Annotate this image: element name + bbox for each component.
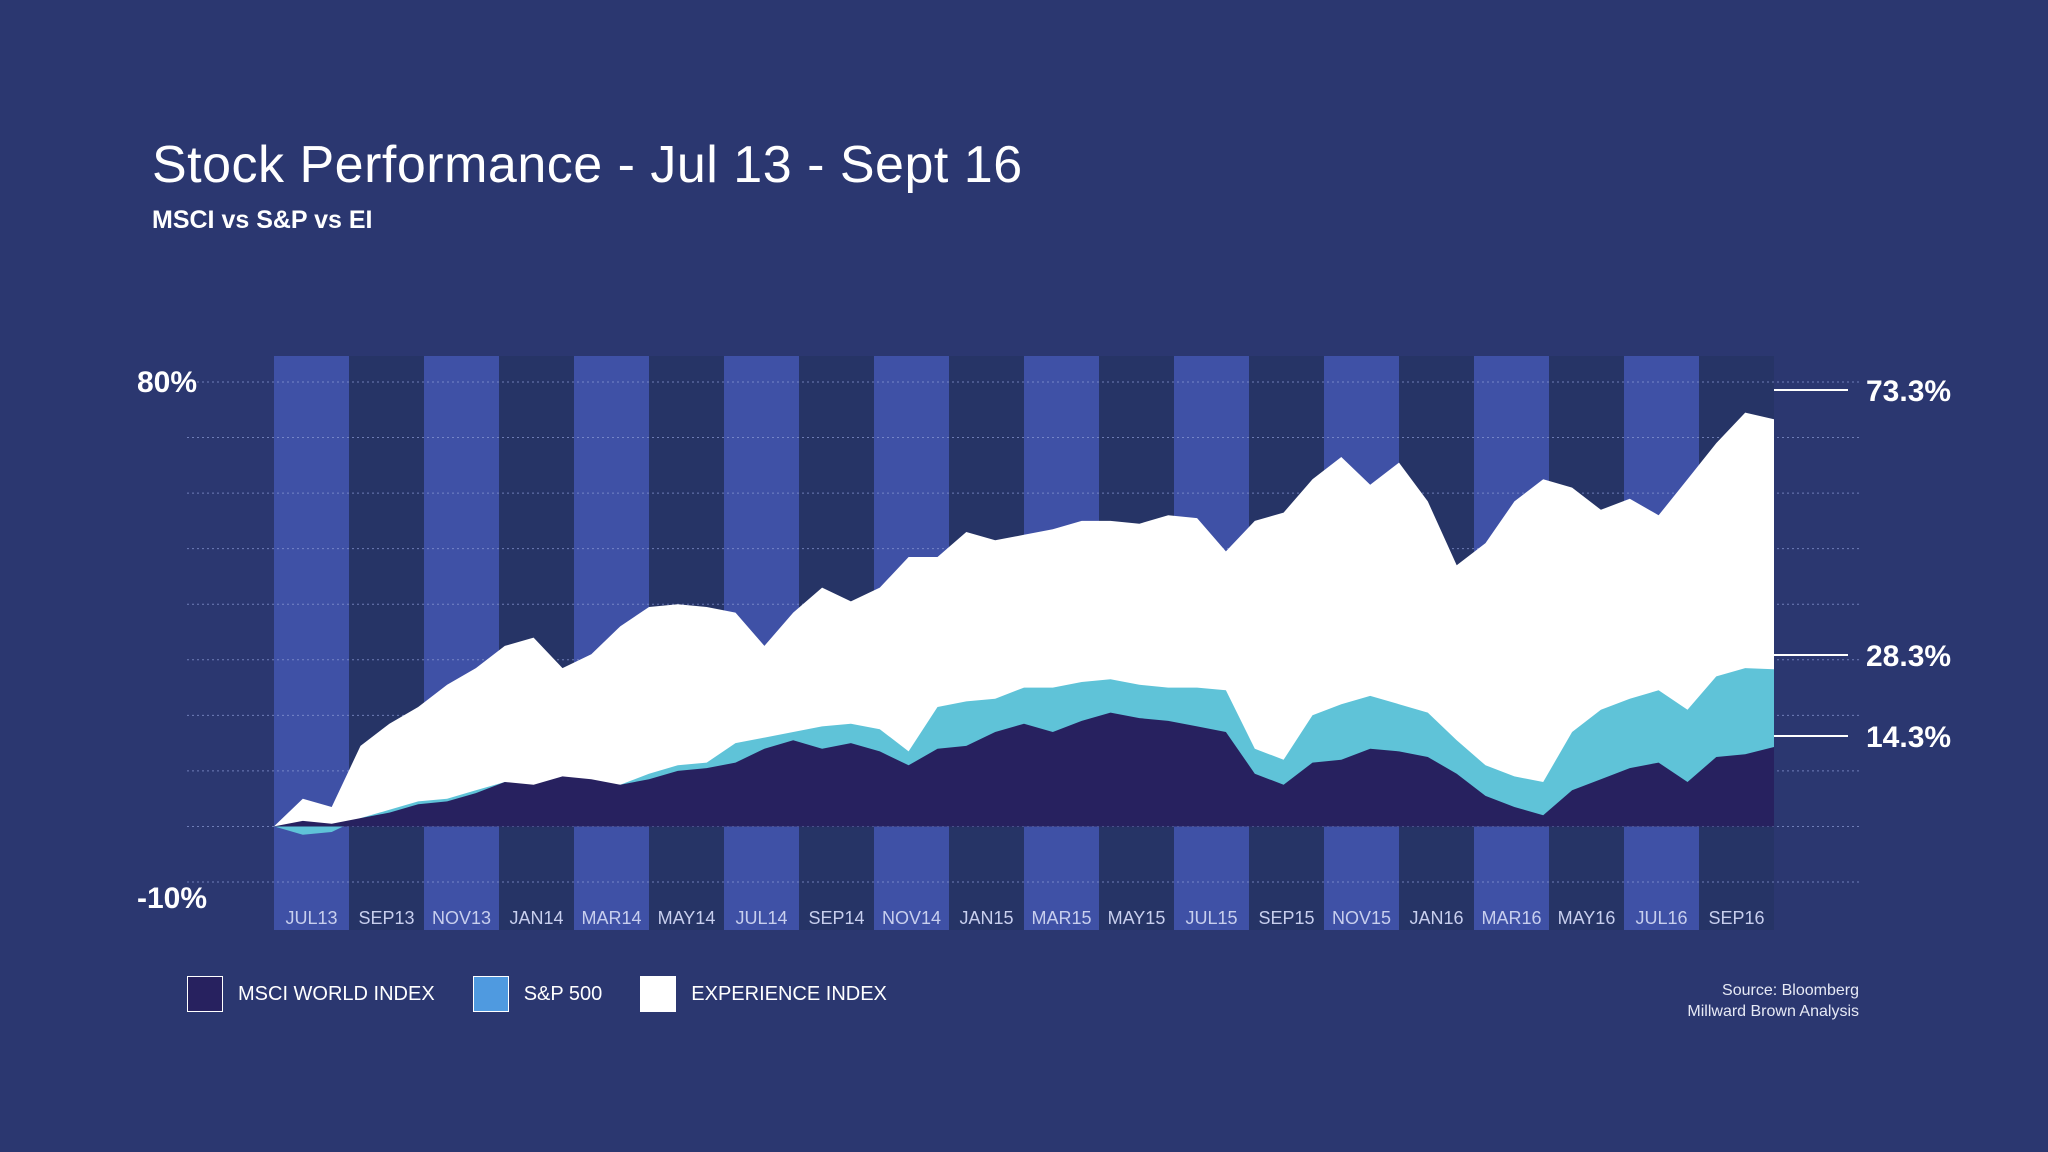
legend-label-experience: EXPERIENCE INDEX — [691, 982, 887, 1005]
x-tick-label: SEP13 — [358, 908, 414, 928]
y-tick-label-top: 80% — [137, 366, 197, 399]
chart-subtitle: MSCI vs S&P vs EI — [152, 206, 373, 234]
source-line-2: Millward Brown Analysis — [1687, 1003, 1859, 1020]
legend-swatch-experience — [640, 976, 677, 1012]
legend-label-msci: MSCI WORLD INDEX — [238, 982, 435, 1005]
x-tick-label: NOV13 — [432, 908, 491, 928]
chart-title: Stock Performance - Jul 13 - Sept 16 — [152, 136, 1023, 194]
x-tick-label: JUL14 — [735, 908, 787, 928]
x-tick-label: JAN16 — [1409, 908, 1463, 928]
end-label: 73.3% — [1866, 375, 1951, 408]
legend-item-sp500: S&P 500 — [472, 976, 603, 1012]
x-tick-label: MAR16 — [1481, 908, 1541, 928]
x-tick-label: JAN14 — [509, 908, 563, 928]
x-tick-label: MAY16 — [1558, 908, 1616, 928]
x-tick-label: JUL15 — [1185, 908, 1237, 928]
end-label: 28.3% — [1866, 640, 1951, 673]
legend-label-sp500: S&P 500 — [523, 982, 603, 1005]
chart-legend: MSCI WORLD INDEX S&P 500 EXPERIENCE INDE… — [187, 976, 925, 1012]
x-tick-label: MAR15 — [1031, 908, 1091, 928]
column-band — [424, 356, 499, 930]
x-tick-label: JUL13 — [285, 908, 337, 928]
column-band — [274, 356, 349, 930]
x-tick-label: MAY15 — [1108, 908, 1166, 928]
x-tick-label: SEP16 — [1708, 908, 1764, 928]
source-line-1: Source: Bloomberg — [1722, 982, 1859, 999]
x-tick-label: MAY14 — [658, 908, 716, 928]
y-tick-label-bottom: -10% — [137, 882, 207, 915]
x-tick-label: NOV15 — [1332, 908, 1391, 928]
x-tick-label: SEP15 — [1258, 908, 1314, 928]
x-tick-label: SEP14 — [808, 908, 864, 928]
legend-item-experience: EXPERIENCE INDEX — [640, 976, 887, 1012]
x-tick-label: MAR14 — [581, 908, 641, 928]
x-tick-label: JAN15 — [959, 908, 1013, 928]
x-tick-label: NOV14 — [882, 908, 941, 928]
legend-swatch-sp500 — [472, 976, 509, 1012]
source-note: Source: Bloomberg Millward Brown Analysi… — [1687, 980, 1859, 1022]
legend-item-msci: MSCI WORLD INDEX — [187, 976, 435, 1012]
legend-swatch-msci — [187, 976, 223, 1012]
x-tick-label: JUL16 — [1635, 908, 1687, 928]
series-area-msci-world — [274, 712, 1774, 827]
end-label: 14.3% — [1866, 721, 1951, 754]
column-band — [349, 356, 424, 930]
